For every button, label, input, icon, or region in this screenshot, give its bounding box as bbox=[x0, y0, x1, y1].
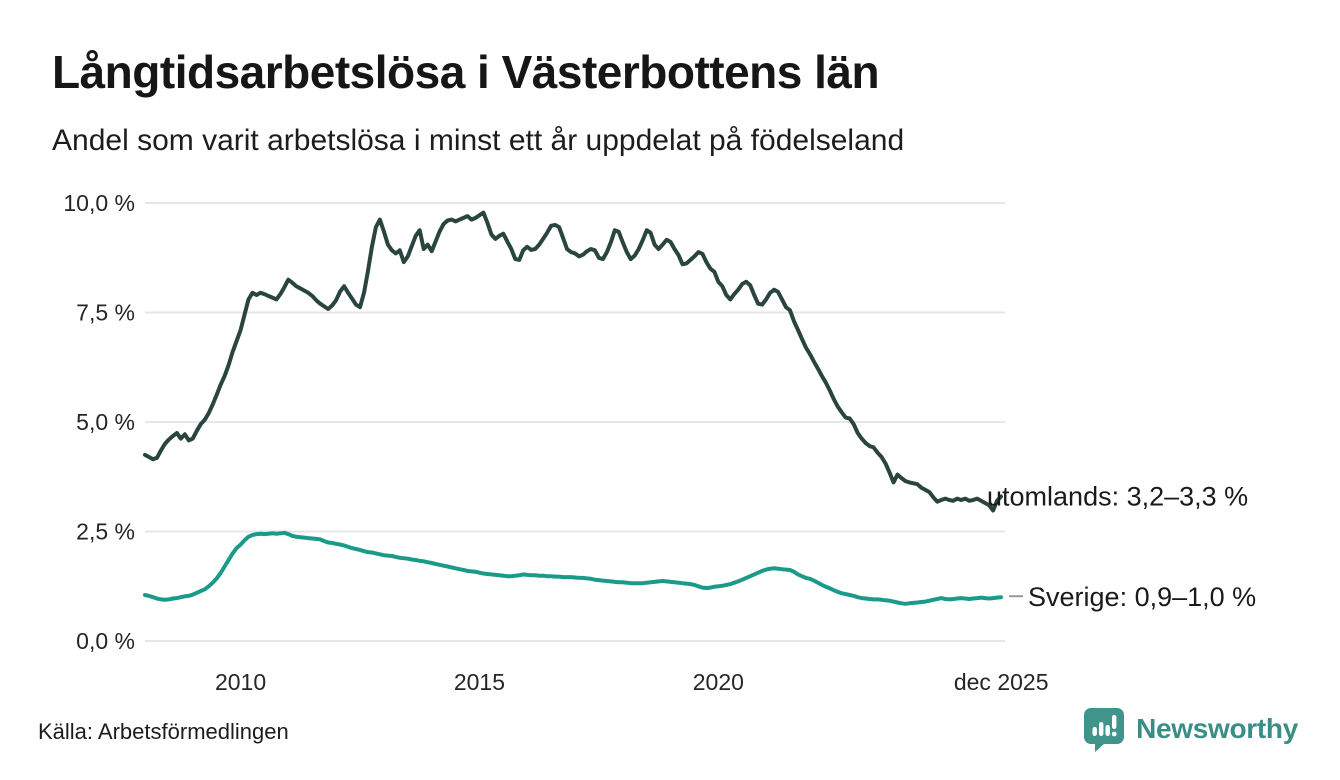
chart-subtitle: Andel som varit arbetslösa i minst ett å… bbox=[52, 124, 905, 157]
y-tick-label: 0,0 % bbox=[76, 628, 135, 654]
series-end-label-utomlands: utomlands: 3,2–3,3 % bbox=[987, 481, 1248, 511]
page-title: Långtidsarbetslösa i Västerbottens län bbox=[52, 46, 880, 98]
x-tick-label: dec 2025 bbox=[954, 669, 1049, 695]
bar-chart-glyph bbox=[1092, 715, 1117, 737]
speech-bubble-shape bbox=[1084, 708, 1125, 752]
y-tick-label: 7,5 % bbox=[76, 300, 135, 326]
y-tick-label: 2,5 % bbox=[76, 519, 135, 545]
x-tick-label: 2015 bbox=[454, 669, 505, 695]
x-tick-label: 2020 bbox=[693, 669, 744, 695]
series-end-label-Sverige: Sverige: 0,9–1,0 % bbox=[1028, 582, 1256, 612]
x-tick-label: 2010 bbox=[215, 669, 266, 695]
brand-footer: Newsworthy bbox=[1082, 706, 1298, 752]
y-tick-label: 5,0 % bbox=[76, 409, 135, 435]
newsworthy-logo-icon bbox=[1084, 708, 1125, 752]
source-note: Källa: Arbetsförmedlingen bbox=[38, 719, 289, 744]
series-line-Sverige bbox=[143, 530, 1003, 606]
series-line-utomlands bbox=[143, 210, 1003, 513]
brand-name: Newsworthy bbox=[1136, 713, 1298, 744]
y-tick-label: 10,0 % bbox=[63, 190, 135, 216]
